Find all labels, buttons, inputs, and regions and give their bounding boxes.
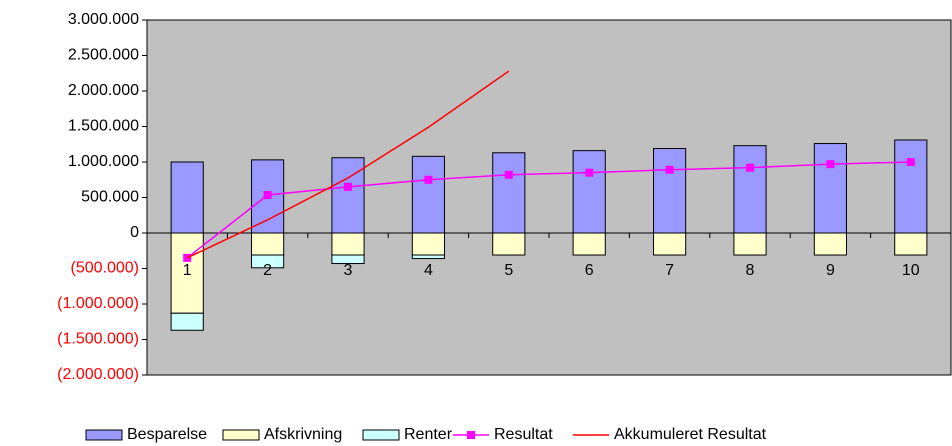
line xyxy=(186,70,510,259)
bar xyxy=(331,254,365,265)
y-tick-label: 500.000 xyxy=(81,189,139,206)
marker xyxy=(424,175,433,184)
bar xyxy=(251,232,285,256)
bar xyxy=(411,232,445,256)
legend-swatch xyxy=(222,429,260,441)
x-tick-label: 7 xyxy=(665,262,674,279)
y-tick-label: (1.000.000) xyxy=(57,295,139,312)
legend-swatch xyxy=(85,429,123,441)
y-tick-label: 1.000.000 xyxy=(68,153,139,170)
bar xyxy=(653,232,687,256)
legend-marker xyxy=(467,431,475,439)
bar xyxy=(170,161,204,234)
marker xyxy=(665,165,674,174)
bar xyxy=(572,150,606,234)
y-tick-label: (1.500.000) xyxy=(57,331,139,348)
bar xyxy=(813,143,847,234)
legend-label: Afskrivning xyxy=(264,426,342,443)
bar xyxy=(170,312,204,331)
bar xyxy=(492,232,526,256)
bar xyxy=(411,254,445,260)
bar xyxy=(331,157,365,234)
marker xyxy=(585,168,594,177)
legend-label: Renter xyxy=(404,426,453,443)
y-tick-label: 2.000.000 xyxy=(68,82,139,99)
bar xyxy=(572,232,606,256)
marker xyxy=(746,163,754,172)
bar xyxy=(251,254,285,269)
x-tick-label: 8 xyxy=(746,262,755,279)
y-tick-label: (2.000.000) xyxy=(57,366,139,383)
bar xyxy=(813,232,847,256)
marker xyxy=(906,158,915,166)
legend-label: Akkumuleret Resultat xyxy=(614,426,767,443)
bar xyxy=(733,145,767,234)
marker xyxy=(263,191,272,200)
marker xyxy=(344,182,352,191)
x-tick-label: 4 xyxy=(424,262,433,279)
bar xyxy=(492,152,526,234)
marker xyxy=(504,170,513,179)
legend-label: Besparelse xyxy=(127,426,207,443)
x-tick-label: 1 xyxy=(183,262,192,279)
y-tick-label: 3.000.000 xyxy=(68,11,139,28)
y-tick-label: 1.500.000 xyxy=(68,118,139,135)
bar xyxy=(733,232,767,256)
y-tick-label: 2.500.000 xyxy=(68,47,139,64)
x-tick-label: 5 xyxy=(504,262,513,279)
bar xyxy=(653,148,687,234)
bar xyxy=(411,155,445,234)
bar xyxy=(894,139,928,234)
line xyxy=(186,161,911,259)
y-tick-label: (500.000) xyxy=(71,260,140,277)
bar xyxy=(894,232,928,256)
x-tick-label: 2 xyxy=(263,262,272,279)
legend-swatch xyxy=(362,429,400,441)
y-tick-label: 0 xyxy=(130,224,139,241)
x-tick-label: 6 xyxy=(585,262,594,279)
bar xyxy=(170,232,204,314)
marker xyxy=(826,160,835,169)
x-tick-label: 9 xyxy=(826,262,835,279)
bar xyxy=(331,232,365,256)
x-tick-label: 3 xyxy=(344,262,353,279)
legend-label: Resultat xyxy=(494,426,553,443)
x-tick-label: 10 xyxy=(902,262,920,279)
